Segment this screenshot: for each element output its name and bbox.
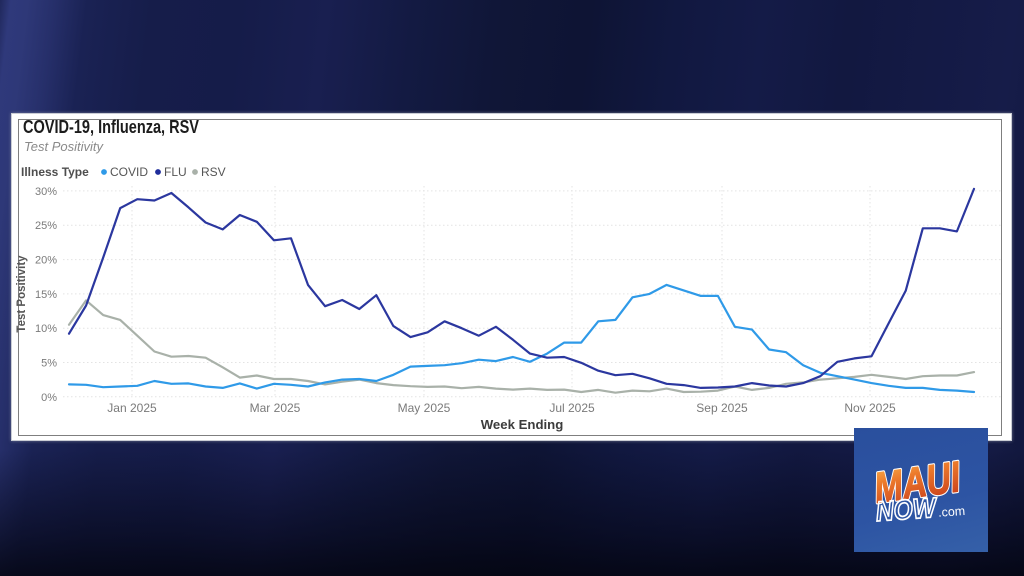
svg-text:0%: 0%	[41, 392, 57, 404]
svg-text:Test Positivity: Test Positivity	[24, 139, 104, 154]
svg-text:30%: 30%	[35, 186, 57, 198]
svg-text:20%: 20%	[35, 255, 57, 267]
svg-text:May 2025: May 2025	[398, 401, 451, 415]
svg-text:15%: 15%	[35, 289, 57, 301]
svg-text:FLU: FLU	[164, 165, 187, 179]
svg-text:Mar 2025: Mar 2025	[250, 401, 301, 415]
svg-text:5%: 5%	[41, 358, 57, 370]
svg-text:Sep 2025: Sep 2025	[696, 401, 748, 415]
svg-text:Jul 2025: Jul 2025	[549, 401, 595, 415]
svg-text:25%: 25%	[35, 220, 57, 232]
svg-text:Jan 2025: Jan 2025	[107, 401, 157, 415]
svg-text:COVID-19, Influenza, RSV: COVID-19, Influenza, RSV	[23, 117, 199, 137]
svg-text:Nov 2025: Nov 2025	[844, 401, 896, 415]
svg-text:Illness Type: Illness Type	[21, 165, 89, 179]
svg-text:Week Ending: Week Ending	[481, 417, 564, 432]
svg-text:Test Positivity: Test Positivity	[16, 255, 28, 333]
svg-text:NOW: NOW	[875, 492, 939, 527]
svg-text:RSV: RSV	[201, 165, 226, 179]
svg-text:COVID: COVID	[110, 165, 148, 179]
svg-text:.com: .com	[938, 504, 966, 520]
svg-text:10%: 10%	[35, 323, 57, 335]
